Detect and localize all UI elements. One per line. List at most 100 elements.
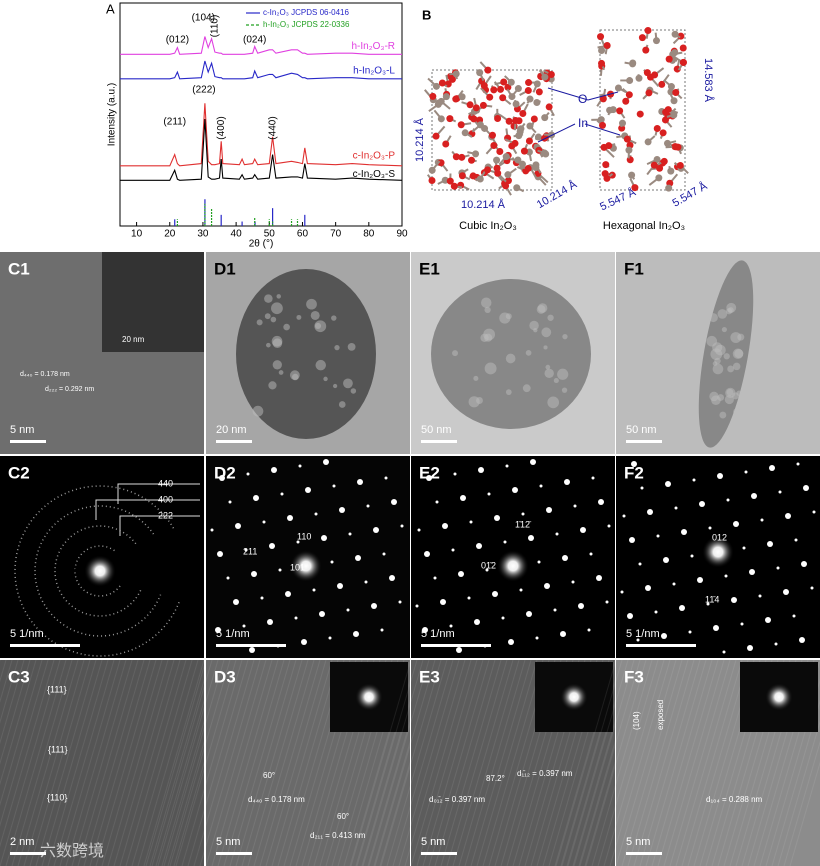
diffraction-spot <box>544 583 550 589</box>
diffraction-spot <box>312 588 316 592</box>
indium-atom <box>484 66 492 74</box>
lattice-fringe <box>101 659 163 866</box>
indium-atom <box>652 37 660 45</box>
annotation: 60° <box>263 771 275 780</box>
diffraction-spot <box>783 589 789 595</box>
diffraction-spot <box>328 636 332 640</box>
oxygen-atom <box>480 82 488 90</box>
curve-label: h-In₂O₃-L <box>353 65 395 76</box>
oxygen-atom <box>635 74 643 82</box>
indium-atom <box>497 85 505 93</box>
pore <box>347 342 356 351</box>
diffraction-spot <box>560 631 566 637</box>
legend-label: h-In₂O₃ JCPDS 22-0336 <box>263 20 350 29</box>
diffraction-spot <box>296 540 300 544</box>
oxygen-atom <box>636 110 644 118</box>
oxygen-atom <box>446 115 454 123</box>
diffraction-spot <box>742 546 746 550</box>
diffraction-spot <box>321 535 327 541</box>
lattice-fringe <box>585 659 647 866</box>
oxygen-atom <box>631 184 639 192</box>
diffraction-spot <box>580 527 586 533</box>
diffraction-spot <box>487 492 491 496</box>
lattice-fringe <box>771 699 820 866</box>
diffraction-spot <box>503 540 507 544</box>
diffraction-spot <box>796 462 800 466</box>
pointer <box>584 123 621 136</box>
diffraction-spot <box>319 611 325 617</box>
annotation: d₁₀₄ = 0.288 nm <box>706 795 763 804</box>
diffraction-spot <box>760 518 764 522</box>
pore <box>276 294 281 299</box>
lattice-fringe <box>368 659 430 866</box>
oxygen-atom <box>458 93 466 101</box>
diffraction-spot <box>485 568 489 572</box>
oxygen-atom <box>670 111 678 119</box>
diffraction-spot <box>697 577 703 583</box>
diffraction-spot <box>384 476 388 480</box>
particle <box>236 269 376 439</box>
pore <box>481 297 492 308</box>
pore <box>522 384 531 393</box>
annotation: (104) <box>632 711 641 730</box>
pore <box>708 313 718 323</box>
indium-atom <box>432 82 440 90</box>
micrograph-panel: F1 50 nm <box>616 252 820 454</box>
annotation: 87.2° <box>486 774 505 783</box>
scale-bar <box>421 644 491 647</box>
oxygen-atom <box>505 117 513 125</box>
diffraction-spot <box>607 524 611 528</box>
lattice-fringe <box>609 659 671 866</box>
diffraction-spot <box>287 515 293 521</box>
pore <box>272 360 282 370</box>
lattice-fringe <box>476 659 538 866</box>
diffraction-spot <box>526 611 532 617</box>
indium-atom <box>496 148 504 156</box>
indium-atom <box>519 109 527 117</box>
structure-name: Cubic In₂O₃ <box>459 220 517 232</box>
oxygen-atom <box>545 103 553 111</box>
peak-label: (222) <box>192 85 215 96</box>
indium-atom <box>476 121 484 129</box>
diffraction-spot <box>453 472 457 476</box>
pore <box>268 381 277 390</box>
indium-atom <box>626 77 634 85</box>
x-tick-label: 80 <box>363 229 375 240</box>
oxygen-atom <box>479 101 487 109</box>
scale-bar <box>10 644 80 647</box>
oxygen-atom <box>679 44 687 52</box>
diffraction-spot <box>366 504 370 508</box>
oxygen-atom <box>428 176 436 184</box>
diffraction-spot <box>747 645 753 651</box>
curve-label: c-In₂O₃-P <box>353 150 396 161</box>
diffraction-spot <box>346 608 350 612</box>
pore <box>712 361 718 366</box>
lattice-fringe <box>663 659 725 866</box>
central-beam <box>702 536 734 568</box>
legend-label: c-In₂O₃ JCPDS 06-0416 <box>263 8 350 17</box>
diffraction-spot <box>713 625 719 631</box>
annotation: 01̄2 <box>481 560 496 570</box>
lattice-fringe <box>458 659 520 866</box>
lattice-fringe <box>205 659 267 866</box>
diffraction-spot <box>717 473 723 479</box>
pore <box>331 315 337 321</box>
panel-label: C1 <box>8 259 30 278</box>
lattice-fringe <box>392 659 454 866</box>
oxygen-atom <box>670 97 678 105</box>
micrograph-image <box>0 660 204 866</box>
lattice-fringe <box>615 659 677 866</box>
diffraction-spot <box>301 639 307 645</box>
lattice-fringe <box>657 659 719 866</box>
lattice-fringe <box>137 659 199 866</box>
indium-atom <box>602 161 610 169</box>
peak-label: (110) <box>210 15 221 38</box>
diffraction-spot <box>799 637 805 643</box>
diffraction-spot <box>774 642 778 646</box>
oxygen-atom <box>671 49 679 57</box>
diffraction-spot <box>733 521 739 527</box>
indium-atom <box>512 100 520 108</box>
diffraction-spot <box>271 467 277 473</box>
diffraction-spot <box>546 507 552 513</box>
lattice-fringe <box>573 659 635 866</box>
